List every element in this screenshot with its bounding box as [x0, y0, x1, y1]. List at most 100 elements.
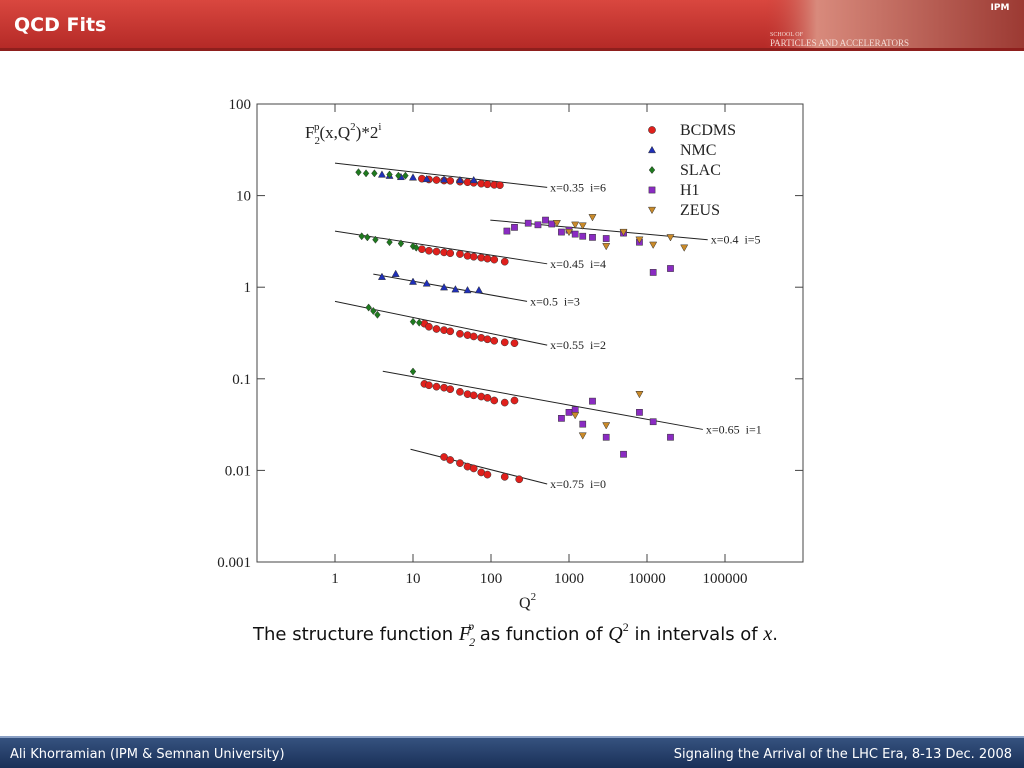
x-tick-label: 1: [331, 571, 339, 587]
data-point: [446, 176, 455, 185]
fit-curve: [334, 230, 548, 265]
data-point: [483, 470, 492, 479]
plot-frame: [256, 103, 804, 563]
data-point: [571, 406, 579, 414]
data-point: [386, 170, 393, 179]
fit-label: x=0.5 i=3: [530, 294, 580, 308]
logo-main: PARTICLES AND ACCELERATORS: [770, 38, 909, 48]
data-point: [483, 335, 492, 344]
caption-part: .: [772, 624, 778, 645]
data-point: [483, 254, 492, 263]
data-point: [571, 412, 580, 420]
data-point: [440, 283, 449, 291]
data-point: [451, 285, 460, 293]
data-point: [579, 232, 587, 240]
y-axis-label-part: 2: [314, 135, 320, 147]
fit-curve: [334, 162, 548, 188]
data-point: [446, 327, 455, 336]
data-point: [649, 418, 657, 426]
data-point: [496, 181, 504, 190]
y-tick-label: 0.1: [232, 372, 251, 388]
data-point: [365, 303, 372, 312]
data-point: [578, 222, 587, 230]
data-point: [402, 171, 409, 180]
y-axis-label-part: p: [314, 121, 320, 133]
data-point: [355, 168, 362, 177]
legend-marker: [648, 165, 656, 175]
x-tick-label: 10000: [628, 571, 666, 587]
data-point: [571, 221, 580, 229]
data-point: [548, 220, 556, 228]
data-point: [503, 227, 511, 235]
x-axis-label-part: 2: [531, 591, 537, 603]
data-point: [542, 216, 549, 224]
data-point: [589, 234, 596, 241]
legend-marker: [648, 186, 656, 194]
data-point: [425, 246, 433, 255]
caption-part: 2: [623, 620, 629, 634]
fit-curve: [410, 448, 548, 485]
logo-badge: IPM: [991, 3, 1010, 13]
fit-label: x=0.4 i=5: [711, 233, 761, 247]
data-point: [558, 415, 565, 422]
y-tick-label: 100: [229, 97, 252, 113]
data-point: [432, 325, 441, 333]
data-point: [500, 398, 509, 407]
caption-part: F: [458, 623, 472, 645]
slide-title: QCD Fits: [14, 14, 106, 36]
data-point: [364, 233, 371, 242]
legend-label: SLAC: [680, 162, 721, 179]
data-point: [425, 381, 433, 390]
fit-label: x=0.75 i=0: [550, 477, 606, 491]
data-point: [425, 322, 433, 331]
data-point: [456, 329, 464, 338]
data-point: [602, 235, 610, 242]
data-point: [469, 175, 478, 184]
data-point: [371, 169, 378, 178]
data-point: [418, 245, 426, 254]
caption-part: x: [762, 623, 772, 645]
data-point: [649, 241, 658, 249]
data-point: [446, 385, 455, 394]
data-point: [463, 285, 472, 294]
legend-label: ZEUS: [680, 202, 720, 219]
header-logo-image: [765, 0, 1024, 48]
data-point: [565, 409, 573, 416]
data-point: [440, 175, 449, 183]
fit-label: x=0.55 i=2: [550, 338, 606, 352]
data-point: [524, 219, 532, 227]
x-axis-label-part: Q: [519, 595, 531, 612]
data-point: [635, 391, 644, 399]
data-point: [446, 456, 455, 464]
data-point: [469, 332, 478, 341]
data-point: [602, 243, 611, 251]
data-point: [391, 269, 400, 277]
data-point: [588, 214, 597, 222]
logo-small: SCHOOL OF: [770, 32, 804, 38]
data-point: [515, 475, 524, 484]
caption-part: The structure function: [252, 624, 459, 645]
fit-label: x=0.45 i=4: [550, 257, 606, 271]
data-point: [409, 367, 417, 376]
data-point: [534, 221, 542, 229]
data-point: [432, 247, 441, 256]
data-point: [456, 250, 464, 258]
data-point: [413, 243, 420, 252]
x-tick-label: 10: [406, 571, 421, 587]
data-point: [490, 396, 499, 405]
legend-marker: [647, 145, 657, 154]
data-point: [408, 277, 418, 285]
legend-label: H1: [680, 182, 700, 199]
header-rule: [0, 48, 1024, 51]
data-point: [500, 473, 509, 481]
data-point: [372, 235, 379, 244]
footer-left: Ali Khorramian (IPM & Semnan University): [10, 747, 285, 762]
fit-curve: [382, 370, 703, 430]
y-axis-label-part: F: [305, 123, 314, 142]
data-point: [667, 265, 674, 272]
data-point: [680, 244, 689, 252]
data-point: [477, 392, 486, 401]
data-point: [620, 450, 627, 458]
data-point: [362, 169, 370, 178]
